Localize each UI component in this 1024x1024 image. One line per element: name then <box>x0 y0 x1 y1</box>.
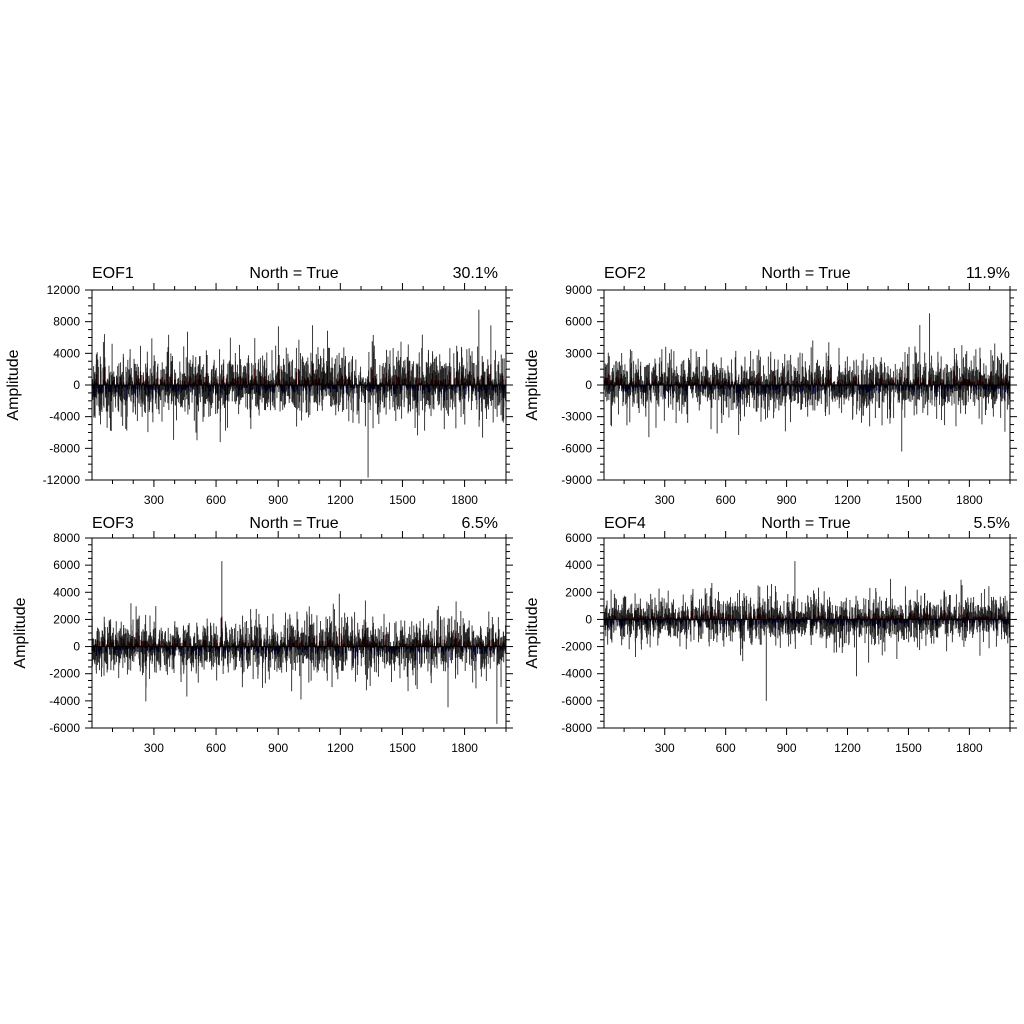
eof3-x-tick-label: 1500 <box>389 741 416 755</box>
panel-eof1-x-ticks: 300 600 900 1200 1500 1800 <box>112 283 507 507</box>
panel-eof4-x-ticks: 300 600 900 1200 1500 1800 <box>623 531 1011 755</box>
panel-eof2-y-axis-label: Amplitude <box>524 349 541 420</box>
eof2-y-tick-label: -6000 <box>561 441 592 455</box>
panel-eof4-y-ticks: -8000 -6000 -4000 -2000 0 2000 4000 6000 <box>561 531 1017 735</box>
panel-eof4: EOF4 North = True 5.5% Amplitude -8000 -6… <box>524 515 1017 755</box>
panel-eof1-series <box>91 309 507 478</box>
eof3-x-tick-label: 600 <box>206 741 226 755</box>
panel-eof2: EOF2 North = True 11.9% Amplitude -9000-… <box>524 265 1017 507</box>
panel-eof2-center-title: North = True <box>761 265 850 282</box>
panel-eof2-series <box>603 313 1011 452</box>
eof1-y-tick-label: -8000 <box>49 441 80 455</box>
eof1-y-tick-label: 0 <box>73 378 80 392</box>
panel-eof3-center-title: North = True <box>249 515 338 532</box>
eof3-y-tick-label: -4000 <box>49 694 80 708</box>
eof2-x-tick-label: 300 <box>655 493 675 507</box>
eof4-x-tick-label: 300 <box>655 741 675 755</box>
panel-eof3-y-axis-label: Amplitude <box>12 597 29 668</box>
eof2-y-tick-label: 9000 <box>565 283 592 297</box>
panel-eof1-right-title: 30.1% <box>453 265 498 282</box>
eof2-x-tick-label: 600 <box>716 493 736 507</box>
eof1-y-tick-label: 12000 <box>47 283 81 297</box>
eof3-y-tick-label: -2000 <box>49 667 80 681</box>
eof2-y-tick-label: -9000 <box>561 473 592 487</box>
eof4-y-tick-label: -6000 <box>561 694 592 708</box>
eof4-x-tick-label: 600 <box>716 741 736 755</box>
eof4-y-tick-label: 2000 <box>565 585 592 599</box>
eof1-y-tick-label: -4000 <box>49 410 80 424</box>
panel-eof3-x-ticks: 300 600 900 1200 1500 1800 <box>112 531 507 755</box>
panel-eof2-frame <box>603 289 1011 481</box>
panel-eof1-center-title: North = True <box>249 265 338 282</box>
panel-eof2-x-ticks: 300 600 900 1200 1500 1800 <box>623 283 1011 507</box>
panel-eof4-left-title: EOF4 <box>604 515 646 532</box>
panel-eof4-right-title: 5.5% <box>974 515 1010 532</box>
eof2-y-tick-label: 6000 <box>565 315 592 329</box>
panel-eof3: EOF3 North = True 6.5% Amplitude -6000 -4… <box>12 515 513 755</box>
eof1-x-tick-label: 1500 <box>389 493 416 507</box>
eof2-y-tick-label: 3000 <box>565 346 592 360</box>
eof2-x-tick-label: 1800 <box>956 493 983 507</box>
panel-eof3-series <box>91 561 507 724</box>
eof3-y-tick-label: 8000 <box>53 531 80 545</box>
panel-eof3-y-ticks: -6000 -4000 -2000 0 2000 4000 6000 8000 <box>49 531 513 735</box>
eof4-x-tick-label: 1800 <box>956 741 983 755</box>
panel-eof1-left-title: EOF1 <box>92 265 134 282</box>
eof4-y-tick-label: 0 <box>585 612 592 626</box>
panel-eof4-center-title: North = True <box>761 515 850 532</box>
panel-eof1-y-axis-label: Amplitude <box>5 349 22 420</box>
panel-eof3-left-title: EOF3 <box>92 515 134 532</box>
panel-eof2-right-title: 11.9% <box>966 265 1010 282</box>
eof1-x-tick-label: 600 <box>206 493 226 507</box>
eof3-y-tick-label: 0 <box>73 640 80 654</box>
eof3-y-tick-label: -6000 <box>49 721 80 735</box>
eof4-y-tick-label: -8000 <box>561 721 592 735</box>
panel-eof2-left-title: EOF2 <box>604 265 646 282</box>
eof2-y-tick-label: 0 <box>585 378 592 392</box>
eof3-y-tick-label: 4000 <box>53 585 80 599</box>
panel-eof3-right-title: 6.5% <box>462 515 498 532</box>
panel-eof2-y-ticks: -9000 -6000 -3000 0 3000 6000 9000 <box>561 283 1017 487</box>
eof1-y-tick-label: -12000 <box>43 473 81 487</box>
eof1-x-tick-label: 900 <box>268 493 288 507</box>
eof2-x-tick-label: 900 <box>777 493 797 507</box>
eof4-y-tick-label: -4000 <box>561 667 592 681</box>
eof1-x-tick-label: 1200 <box>327 493 354 507</box>
eof2-x-tick-label: 1200 <box>834 493 861 507</box>
panel-eof4-y-axis-label: Amplitude <box>524 597 541 668</box>
eof4-x-tick-label: 900 <box>777 741 797 755</box>
eof3-y-tick-label: 6000 <box>53 558 80 572</box>
panel-eof1: EOF1 North = True 30.1% Amplitude -12000… <box>5 265 513 507</box>
eof4-y-tick-label: 6000 <box>565 531 592 545</box>
eof4-y-tick-label: 4000 <box>565 558 592 572</box>
eof1-x-tick-label: 300 <box>144 493 164 507</box>
eof3-x-tick-label: 1800 <box>451 741 478 755</box>
eof1-y-tick-label: 4000 <box>53 346 80 360</box>
eof2-y-tick-label: -3000 <box>561 410 592 424</box>
eof3-x-tick-label: 900 <box>268 741 288 755</box>
eof4-x-tick-label: 1200 <box>834 741 861 755</box>
panel-eof1-y-ticks: -12000 -8000 -4000 0 4000 8000 12000 <box>43 283 513 487</box>
eof3-x-tick-label: 1200 <box>327 741 354 755</box>
eof3-y-tick-label: 2000 <box>53 612 80 626</box>
eof4-x-tick-label: 1500 <box>895 741 922 755</box>
panel-eof3-frame <box>91 537 507 729</box>
panel-eof4-series <box>603 561 1011 701</box>
panel-eof1-frame <box>91 289 507 481</box>
eof2-x-tick-label: 1500 <box>895 493 922 507</box>
eof1-x-tick-label: 1800 <box>451 493 478 507</box>
panel-eof4-frame <box>603 537 1011 729</box>
eof4-y-tick-label: -2000 <box>561 640 592 654</box>
eof3-x-tick-label: 300 <box>144 741 164 755</box>
eof1-y-tick-label: 8000 <box>53 315 80 329</box>
